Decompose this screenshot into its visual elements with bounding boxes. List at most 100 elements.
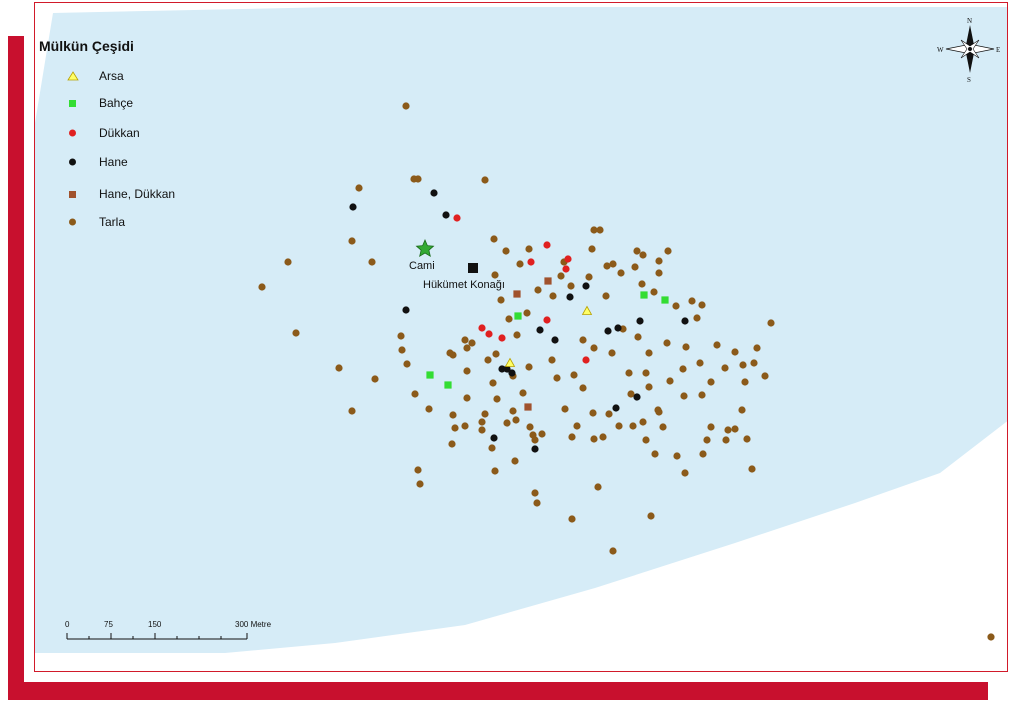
parcel-tarla[interactable]	[693, 314, 701, 322]
parcel-tarla[interactable]	[590, 226, 598, 234]
parcel-tarla[interactable]	[529, 431, 537, 439]
parcel-tarla[interactable]	[425, 405, 433, 413]
parcel-tarla[interactable]	[650, 288, 658, 296]
mosque-marker[interactable]: Cami	[409, 238, 435, 272]
parcel-hane[interactable]	[536, 326, 544, 334]
parcel-tarla[interactable]	[549, 292, 557, 300]
parcel-hane[interactable]	[681, 317, 689, 325]
parcel-tarla[interactable]	[688, 297, 696, 305]
parcel-tarla[interactable]	[767, 319, 775, 327]
parcel-tarla[interactable]	[651, 450, 659, 458]
parcel-tarla[interactable]	[666, 377, 674, 385]
parcel-dükkan[interactable]	[543, 241, 551, 249]
parcel-dükkan[interactable]	[453, 214, 461, 222]
parcel-tarla[interactable]	[743, 435, 751, 443]
parcel-tarla[interactable]	[416, 480, 424, 488]
parcel-hane[interactable]	[430, 189, 438, 197]
government-house-marker[interactable]: Hükümet Konağı	[423, 263, 505, 291]
parcel-tarla[interactable]	[672, 302, 680, 310]
parcel-tarla[interactable]	[553, 374, 561, 382]
parcel-tarla[interactable]	[525, 245, 533, 253]
parcel-tarla[interactable]	[355, 184, 363, 192]
parcel-tarla[interactable]	[602, 292, 610, 300]
parcel-hane-dükkan[interactable]	[524, 403, 532, 411]
parcel-tarla[interactable]	[655, 257, 663, 265]
parcel-tarla[interactable]	[451, 424, 459, 432]
parcel-tarla[interactable]	[748, 465, 756, 473]
parcel-tarla[interactable]	[761, 372, 769, 380]
parcel-tarla[interactable]	[589, 409, 597, 417]
parcel-tarla[interactable]	[568, 515, 576, 523]
parcel-hane[interactable]	[614, 324, 622, 332]
parcel-tarla[interactable]	[525, 363, 533, 371]
parcel-tarla[interactable]	[713, 341, 721, 349]
parcel-tarla[interactable]	[468, 339, 476, 347]
parcel-tarla[interactable]	[731, 425, 739, 433]
parcel-tarla[interactable]	[664, 247, 672, 255]
parcel-tarla[interactable]	[603, 262, 611, 270]
parcel-tarla[interactable]	[335, 364, 343, 372]
parcel-hane[interactable]	[566, 293, 574, 301]
parcel-tarla[interactable]	[481, 410, 489, 418]
parcel-tarla[interactable]	[645, 349, 653, 357]
parcel-tarla[interactable]	[463, 367, 471, 375]
parcel-tarla[interactable]	[516, 260, 524, 268]
parcel-tarla[interactable]	[731, 348, 739, 356]
parcel-tarla[interactable]	[548, 356, 556, 364]
parcel-tarla[interactable]	[478, 418, 486, 426]
parcel-tarla[interactable]	[463, 394, 471, 402]
parcel-dükkan[interactable]	[527, 258, 535, 266]
parcel-tarla[interactable]	[673, 452, 681, 460]
parcel-tarla[interactable]	[489, 379, 497, 387]
parcel-tarla[interactable]	[484, 356, 492, 364]
parcel-tarla[interactable]	[538, 430, 546, 438]
parcel-tarla[interactable]	[721, 364, 729, 372]
parcel-tarla[interactable]	[639, 418, 647, 426]
parcel-hane[interactable]	[636, 317, 644, 325]
parcel-hane[interactable]	[551, 336, 559, 344]
parcel-hane[interactable]	[490, 434, 498, 442]
parcel-tarla[interactable]	[579, 384, 587, 392]
parcel-tarla[interactable]	[647, 512, 655, 520]
parcel-tarla[interactable]	[585, 273, 593, 281]
parcel-tarla[interactable]	[588, 245, 596, 253]
parcel-tarla[interactable]	[513, 331, 521, 339]
parcel-tarla[interactable]	[654, 406, 662, 414]
parcel-tarla[interactable]	[505, 315, 513, 323]
parcel-tarla[interactable]	[679, 365, 687, 373]
parcel-tarla[interactable]	[639, 251, 647, 259]
parcel-tarla[interactable]	[696, 359, 704, 367]
parcel-tarla[interactable]	[526, 423, 534, 431]
parcel-tarla[interactable]	[497, 296, 505, 304]
parcel-dükkan[interactable]	[562, 265, 570, 273]
parcel-bahçe[interactable]	[640, 291, 648, 299]
parcel-tarla[interactable]	[414, 466, 422, 474]
parcel-tarla[interactable]	[634, 333, 642, 341]
parcel-tarla[interactable]	[738, 406, 746, 414]
parcel-dükkan[interactable]	[485, 330, 493, 338]
parcel-tarla[interactable]	[348, 237, 356, 245]
parcel-tarla[interactable]	[491, 271, 499, 279]
parcel-tarla[interactable]	[534, 286, 542, 294]
parcel-tarla[interactable]	[493, 395, 501, 403]
parcel-tarla[interactable]	[519, 389, 527, 397]
parcel-dükkan[interactable]	[582, 356, 590, 364]
parcel-tarla[interactable]	[488, 444, 496, 452]
parcel-tarla[interactable]	[655, 269, 663, 277]
parcel-tarla[interactable]	[371, 375, 379, 383]
parcel-tarla[interactable]	[605, 410, 613, 418]
parcel-tarla[interactable]	[642, 436, 650, 444]
parcel-hane[interactable]	[582, 282, 590, 290]
parcel-tarla[interactable]	[368, 258, 376, 266]
parcel-tarla[interactable]	[509, 407, 517, 415]
parcel-tarla[interactable]	[570, 371, 578, 379]
parcel-tarla[interactable]	[594, 483, 602, 491]
parcel-tarla[interactable]	[411, 390, 419, 398]
parcel-tarla[interactable]	[449, 411, 457, 419]
parcel-tarla[interactable]	[398, 346, 406, 354]
parcel-tarla[interactable]	[596, 226, 604, 234]
parcel-tarla[interactable]	[659, 423, 667, 431]
parcel-tarla[interactable]	[491, 467, 499, 475]
parcel-tarla[interactable]	[753, 344, 761, 352]
parcel-dükkan[interactable]	[498, 334, 506, 342]
